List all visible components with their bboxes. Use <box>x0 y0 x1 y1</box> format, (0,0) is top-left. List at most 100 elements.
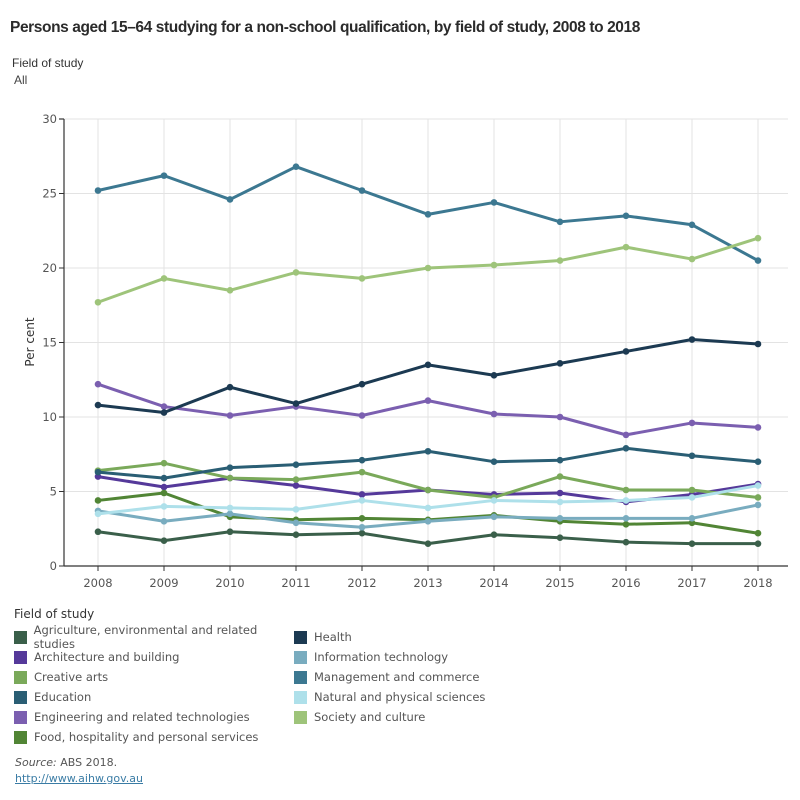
legend-item[interactable]: Natural and physical sciences <box>294 687 574 707</box>
data-point[interactable] <box>226 510 234 518</box>
data-point[interactable] <box>226 474 234 482</box>
legend-item[interactable]: Creative arts <box>14 667 294 687</box>
data-point[interactable] <box>688 419 696 427</box>
data-point[interactable] <box>292 531 300 539</box>
data-point[interactable] <box>622 444 630 452</box>
data-point[interactable] <box>226 504 234 512</box>
data-point[interactable] <box>490 371 498 379</box>
data-point[interactable] <box>160 409 168 416</box>
data-point[interactable] <box>358 529 366 537</box>
data-point[interactable] <box>226 464 234 471</box>
legend-item[interactable]: Engineering and related technologies <box>14 707 294 727</box>
data-point[interactable] <box>160 537 168 544</box>
data-point[interactable] <box>424 486 432 494</box>
data-point[interactable] <box>490 199 498 206</box>
data-point[interactable] <box>358 380 366 388</box>
data-point[interactable] <box>160 474 168 482</box>
legend-item[interactable]: Education <box>14 687 294 707</box>
legend-item[interactable]: Society and culture <box>294 707 574 727</box>
data-point[interactable] <box>556 515 564 522</box>
data-point[interactable] <box>754 234 762 242</box>
data-point[interactable] <box>556 360 564 367</box>
legend-item[interactable]: Management and commerce <box>294 667 574 687</box>
data-point[interactable] <box>754 340 762 348</box>
data-point[interactable] <box>358 468 366 476</box>
data-point[interactable] <box>490 513 498 521</box>
data-point[interactable] <box>292 400 300 407</box>
data-point[interactable] <box>292 269 300 276</box>
data-point[interactable] <box>424 264 432 272</box>
data-point[interactable] <box>94 468 102 476</box>
legend-item[interactable]: Agriculture, environmental and related s… <box>14 623 294 651</box>
data-point[interactable] <box>490 261 498 269</box>
data-point[interactable] <box>94 401 102 409</box>
data-point[interactable] <box>556 218 564 226</box>
data-point[interactable] <box>292 461 300 468</box>
data-point[interactable] <box>160 503 168 510</box>
data-point[interactable] <box>490 497 498 504</box>
data-point[interactable] <box>754 501 762 509</box>
data-point[interactable] <box>358 275 366 282</box>
data-point[interactable] <box>358 456 366 464</box>
data-point[interactable] <box>94 497 102 504</box>
data-point[interactable] <box>292 482 300 489</box>
data-point[interactable] <box>622 538 630 546</box>
data-point[interactable] <box>94 380 102 388</box>
data-point[interactable] <box>754 424 762 431</box>
data-point[interactable] <box>688 515 696 522</box>
data-point[interactable] <box>94 510 102 518</box>
data-point[interactable] <box>556 498 564 506</box>
data-point[interactable] <box>754 529 762 537</box>
data-point[interactable] <box>622 212 630 220</box>
data-point[interactable] <box>292 476 300 483</box>
data-point[interactable] <box>424 447 432 455</box>
data-point[interactable] <box>94 528 102 536</box>
data-point[interactable] <box>754 482 762 489</box>
data-point[interactable] <box>556 413 564 421</box>
data-point[interactable] <box>688 336 696 343</box>
data-point[interactable] <box>622 431 630 439</box>
data-point[interactable] <box>292 506 300 513</box>
data-point[interactable] <box>490 531 498 539</box>
data-point[interactable] <box>622 348 630 355</box>
legend-item[interactable]: Architecture and building <box>14 647 294 667</box>
data-point[interactable] <box>424 211 432 218</box>
data-point[interactable] <box>556 489 564 497</box>
data-point[interactable] <box>424 540 432 547</box>
data-point[interactable] <box>160 489 168 497</box>
data-point[interactable] <box>754 494 762 501</box>
data-point[interactable] <box>160 518 168 525</box>
legend-item[interactable]: Health <box>294 627 574 647</box>
data-point[interactable] <box>358 497 366 504</box>
data-point[interactable] <box>160 459 168 467</box>
data-point[interactable] <box>490 410 498 418</box>
legend-item[interactable]: Information technology <box>294 647 574 667</box>
data-point[interactable] <box>94 187 102 194</box>
data-point[interactable] <box>358 412 366 419</box>
data-point[interactable] <box>160 275 168 282</box>
data-point[interactable] <box>754 540 762 547</box>
data-point[interactable] <box>556 473 564 480</box>
data-point[interactable] <box>688 452 696 460</box>
data-point[interactable] <box>94 298 102 306</box>
data-point[interactable] <box>556 456 564 464</box>
field-of-study-filter[interactable]: All <box>14 73 28 87</box>
data-point[interactable] <box>754 458 762 466</box>
data-point[interactable] <box>292 163 300 170</box>
data-point[interactable] <box>226 412 234 419</box>
data-point[interactable] <box>490 458 498 466</box>
data-point[interactable] <box>688 540 696 547</box>
data-point[interactable] <box>160 172 168 179</box>
data-point[interactable] <box>160 403 168 410</box>
data-point[interactable] <box>424 504 432 512</box>
data-point[interactable] <box>358 491 366 498</box>
data-point[interactable] <box>226 383 234 391</box>
data-point[interactable] <box>622 497 630 504</box>
data-point[interactable] <box>358 523 366 531</box>
data-point[interactable] <box>754 257 762 264</box>
data-point[interactable] <box>292 519 300 527</box>
data-point[interactable] <box>424 397 432 404</box>
data-point[interactable] <box>622 243 630 251</box>
data-point[interactable] <box>622 520 630 528</box>
data-point[interactable] <box>688 494 696 501</box>
